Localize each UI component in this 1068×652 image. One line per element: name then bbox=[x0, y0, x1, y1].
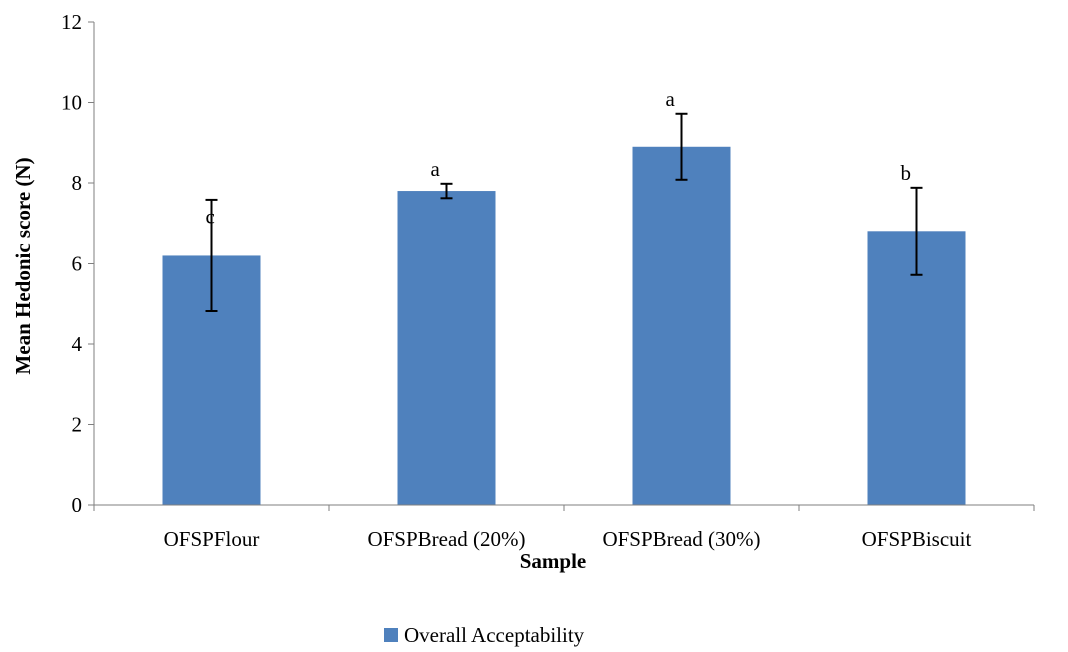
y-tick-label: 6 bbox=[72, 252, 83, 276]
significance-label: b bbox=[901, 161, 912, 185]
bars bbox=[162, 146, 966, 506]
significance-labels: c a a b bbox=[206, 87, 912, 228]
x-tick-label: OFSPBread (20%) bbox=[367, 527, 525, 551]
bar bbox=[397, 191, 496, 506]
y-tick-label: 10 bbox=[61, 91, 82, 115]
x-axis-ticks: OFSPFlour OFSPBread (20%) OFSPBread (30%) O… bbox=[93, 505, 1035, 551]
error-bar bbox=[440, 182, 453, 200]
error-bar bbox=[910, 186, 923, 276]
x-tick-label: OFSPBread (30%) bbox=[602, 527, 760, 551]
bar bbox=[867, 231, 966, 506]
significance-label: a bbox=[431, 157, 441, 181]
error-bars bbox=[205, 112, 923, 312]
y-tick-label: 12 bbox=[61, 10, 82, 34]
y-tick-label: 4 bbox=[72, 332, 83, 356]
error-bar bbox=[205, 198, 218, 312]
significance-label: c bbox=[206, 204, 215, 228]
y-axis-ticks: 0 2 4 6 8 10 12 bbox=[61, 10, 94, 517]
legend-label: Overall Acceptability bbox=[404, 623, 585, 647]
legend: Overall Acceptability bbox=[384, 623, 585, 647]
y-tick-label: 2 bbox=[72, 413, 83, 437]
y-axis-title: Mean Hedonic score (N) bbox=[11, 157, 35, 374]
legend-swatch bbox=[384, 628, 398, 642]
y-tick-label: 8 bbox=[72, 171, 83, 195]
x-tick-label: OFSPFlour bbox=[164, 527, 260, 551]
x-tick-label: OFSPBiscuit bbox=[862, 527, 972, 551]
error-bar bbox=[675, 112, 688, 181]
bar bbox=[632, 146, 731, 505]
significance-label: a bbox=[666, 87, 676, 111]
y-tick-label: 0 bbox=[72, 493, 83, 517]
x-axis-title: Sample bbox=[520, 549, 587, 573]
